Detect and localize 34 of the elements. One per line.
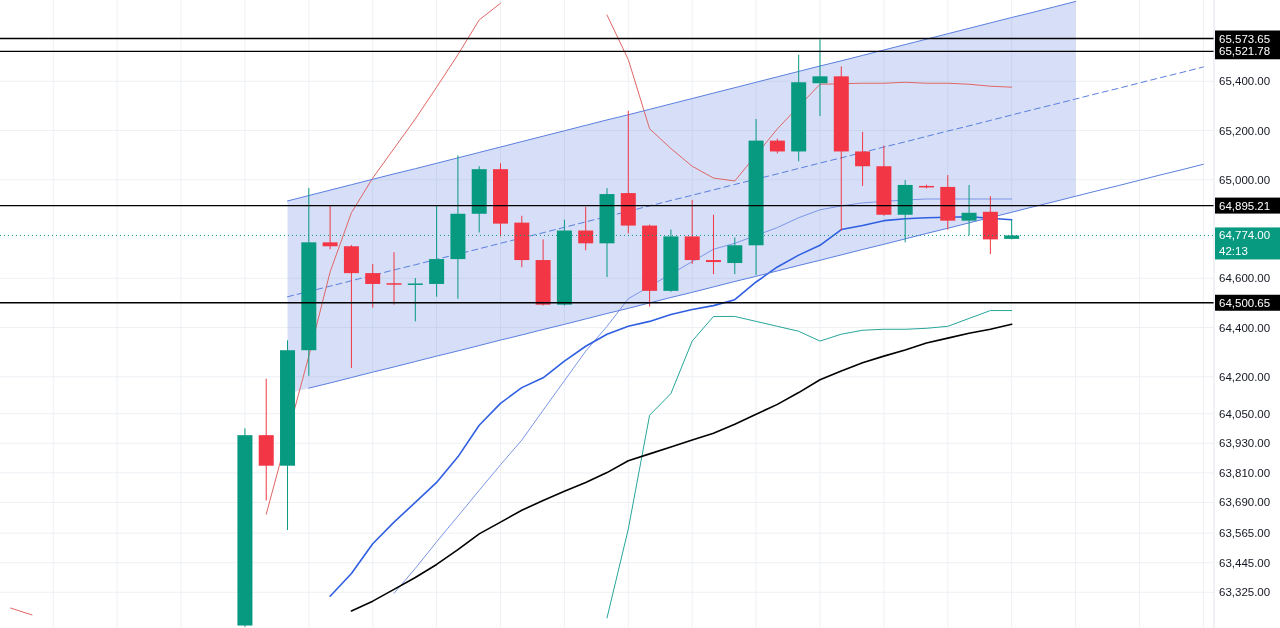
line-series <box>287 0 1077 202</box>
candlestick <box>705 214 721 275</box>
ref-line-label: 64,500.65 <box>1219 296 1271 309</box>
line-series <box>350 323 1013 612</box>
candlestick <box>407 277 423 322</box>
y-tick-label: 63,930.00 <box>1219 437 1271 450</box>
y-tick-label: 65,400.00 <box>1219 75 1271 88</box>
y-tick-label: 64,050.00 <box>1219 407 1271 420</box>
candlestick <box>365 263 381 309</box>
y-tick-label: 63,445.00 <box>1219 556 1271 569</box>
y-tick-label: 63,565.00 <box>1219 527 1271 540</box>
y-tick-label: 64,200.00 <box>1219 370 1271 383</box>
line-series <box>308 163 1204 389</box>
y-tick-label: 63,690.00 <box>1219 496 1271 509</box>
y-tick-label: 65,200.00 <box>1219 124 1271 137</box>
ref-line-label: 64,774.00 <box>1219 229 1271 242</box>
candlestick <box>322 205 338 250</box>
y-tick-label: 63,325.00 <box>1219 586 1271 599</box>
candlestick <box>578 206 594 251</box>
ref-line-label: 65,521.78 <box>1219 45 1271 58</box>
line-series <box>287 66 1204 298</box>
line-series <box>606 310 1013 619</box>
y-tick-label: 65,000.00 <box>1219 173 1271 186</box>
candlestick <box>812 38 828 117</box>
candlestick <box>386 251 402 306</box>
candlestick <box>727 236 743 275</box>
y-tick-label: 63,810.00 <box>1219 466 1271 479</box>
candlestick <box>684 199 700 265</box>
ref-line-label: 64,895.21 <box>1219 199 1271 212</box>
y-tick-label: 64,600.00 <box>1219 272 1271 285</box>
ref-line-label: 65,573.65 <box>1219 32 1271 45</box>
text: 42:13 <box>1219 245 1248 258</box>
candlestick <box>855 131 871 187</box>
y-tick-label: 64,400.00 <box>1219 321 1271 334</box>
